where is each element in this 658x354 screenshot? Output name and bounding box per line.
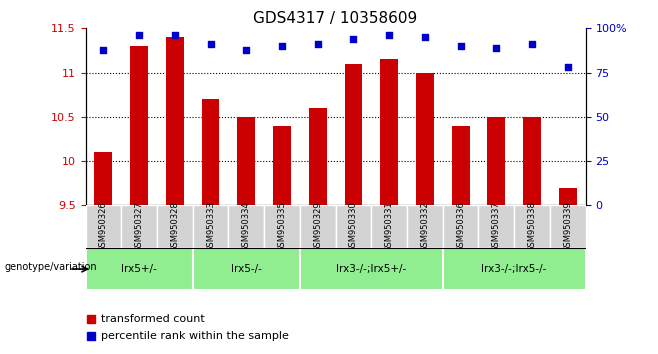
Point: [420, 34, 430, 40]
Text: GSM950333: GSM950333: [206, 201, 215, 252]
FancyBboxPatch shape: [86, 205, 121, 248]
Text: GSM950338: GSM950338: [528, 201, 536, 252]
Text: percentile rank within the sample: percentile rank within the sample: [101, 331, 288, 341]
Point: [98, 47, 109, 52]
Text: GSM950339: GSM950339: [563, 201, 572, 252]
Bar: [201, 99, 220, 205]
Point: [313, 41, 323, 47]
Point: [527, 41, 538, 47]
Bar: [488, 117, 505, 205]
Text: GSM950332: GSM950332: [420, 201, 430, 252]
Point: [348, 36, 359, 42]
Point: [134, 33, 144, 38]
Text: GSM950328: GSM950328: [170, 201, 180, 252]
FancyBboxPatch shape: [550, 205, 586, 248]
FancyBboxPatch shape: [478, 205, 514, 248]
Text: GSM950335: GSM950335: [278, 201, 286, 252]
Text: lrx3-/-;lrx5-/-: lrx3-/-;lrx5-/-: [482, 264, 547, 274]
FancyBboxPatch shape: [121, 205, 157, 248]
Point: [384, 33, 394, 38]
Text: GSM950337: GSM950337: [492, 201, 501, 252]
Bar: [380, 59, 398, 205]
Text: GSM950336: GSM950336: [456, 201, 465, 252]
FancyBboxPatch shape: [228, 205, 264, 248]
Text: GSM950329: GSM950329: [313, 201, 322, 252]
Bar: [95, 152, 113, 205]
Bar: [451, 126, 470, 205]
FancyBboxPatch shape: [157, 205, 193, 248]
Bar: [345, 64, 363, 205]
FancyBboxPatch shape: [300, 248, 443, 290]
FancyBboxPatch shape: [193, 205, 228, 248]
Text: GSM950326: GSM950326: [99, 201, 108, 252]
FancyBboxPatch shape: [371, 205, 407, 248]
Point: [241, 47, 251, 52]
Point: [170, 33, 180, 38]
Text: genotype/variation: genotype/variation: [5, 262, 97, 272]
FancyBboxPatch shape: [193, 248, 300, 290]
Text: GSM950330: GSM950330: [349, 201, 358, 252]
Point: [563, 64, 573, 70]
Point: [491, 45, 501, 51]
Bar: [523, 117, 541, 205]
FancyBboxPatch shape: [514, 205, 550, 248]
Bar: [416, 73, 434, 205]
Text: lrx5+/-: lrx5+/-: [121, 264, 157, 274]
Text: GSM950331: GSM950331: [385, 201, 393, 252]
FancyBboxPatch shape: [443, 205, 478, 248]
Text: transformed count: transformed count: [101, 314, 204, 324]
Bar: [309, 108, 326, 205]
Bar: [166, 37, 184, 205]
FancyBboxPatch shape: [407, 205, 443, 248]
Point: [455, 43, 466, 49]
FancyBboxPatch shape: [300, 205, 336, 248]
Text: lrx5-/-: lrx5-/-: [231, 264, 262, 274]
FancyBboxPatch shape: [86, 248, 193, 290]
FancyBboxPatch shape: [336, 205, 371, 248]
FancyBboxPatch shape: [264, 205, 300, 248]
Text: GSM950334: GSM950334: [241, 201, 251, 252]
Point: [277, 43, 288, 49]
Bar: [559, 188, 576, 205]
Text: GSM950327: GSM950327: [135, 201, 143, 252]
Bar: [238, 117, 255, 205]
FancyBboxPatch shape: [443, 248, 586, 290]
Title: GDS4317 / 10358609: GDS4317 / 10358609: [253, 11, 418, 26]
Bar: [130, 46, 148, 205]
Text: lrx3-/-;lrx5+/-: lrx3-/-;lrx5+/-: [336, 264, 407, 274]
Bar: [273, 126, 291, 205]
Point: [205, 41, 216, 47]
